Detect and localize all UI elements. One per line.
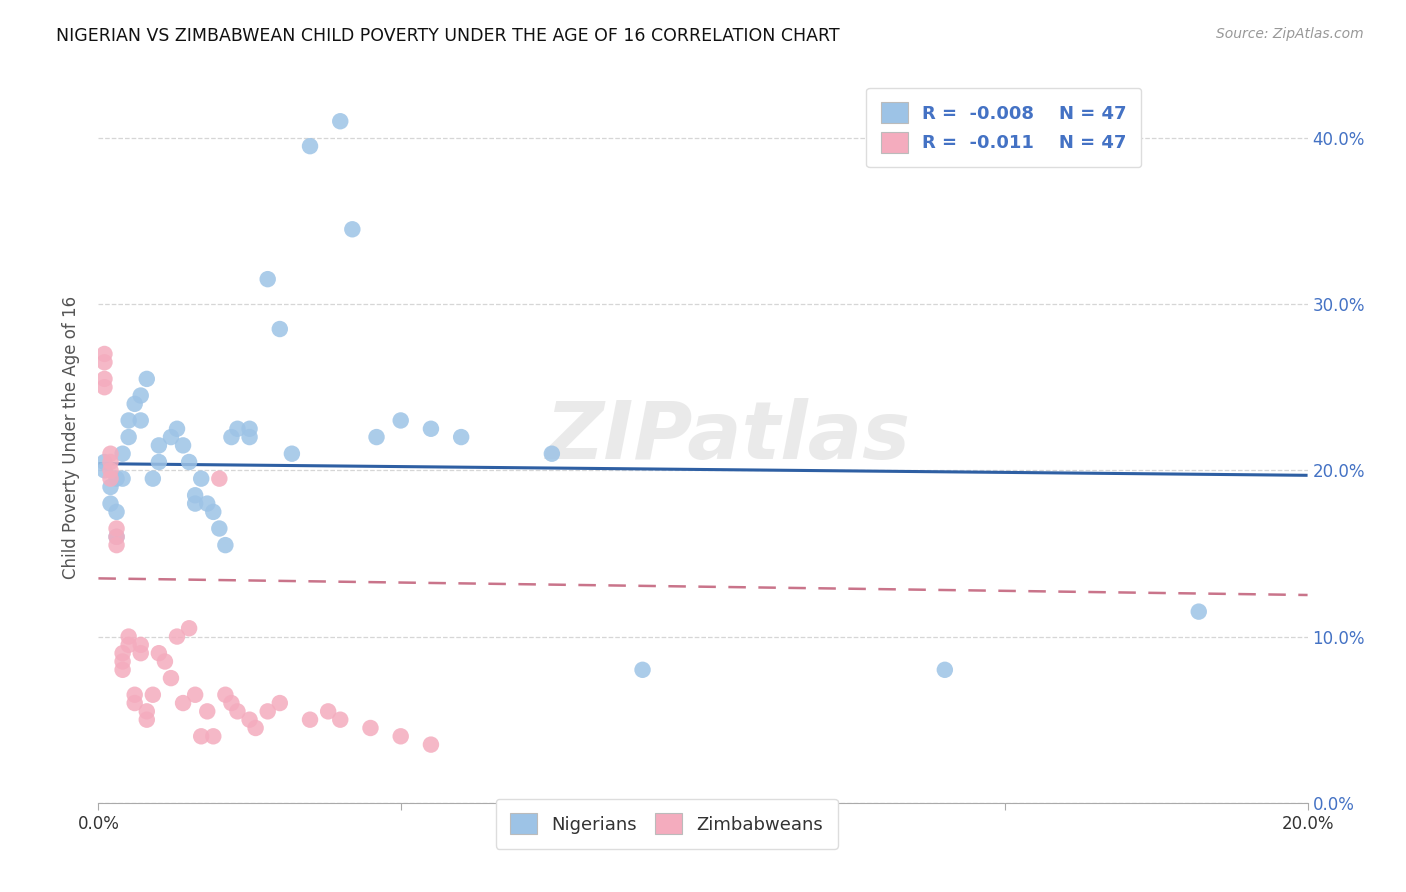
Point [93, 372, 115, 386]
Point [269, 322, 291, 336]
Point [105, 530, 128, 544]
Text: Source: ZipAtlas.com: Source: ZipAtlas.com [1216, 27, 1364, 41]
Point [239, 422, 262, 436]
Point [202, 505, 225, 519]
Point [129, 388, 152, 402]
Point [226, 422, 249, 436]
Point [129, 638, 152, 652]
Point [184, 488, 207, 502]
Point [1188, 605, 1211, 619]
Point [135, 705, 157, 719]
Point [105, 472, 128, 486]
Point [226, 705, 249, 719]
Point [93, 463, 115, 477]
Point [190, 729, 212, 743]
Point [93, 355, 115, 369]
Point [245, 721, 267, 735]
Point [214, 688, 236, 702]
Point [118, 638, 141, 652]
Point [124, 696, 146, 710]
Point [100, 480, 122, 494]
Point [299, 139, 322, 153]
Point [142, 688, 165, 702]
Point [153, 655, 176, 669]
Point [118, 413, 141, 427]
Point [179, 455, 201, 469]
Point [184, 688, 207, 702]
Point [316, 705, 339, 719]
Point [184, 497, 207, 511]
Text: ZIPatlas: ZIPatlas [544, 398, 910, 476]
Point [221, 696, 243, 710]
Point [239, 713, 262, 727]
Point [269, 696, 291, 710]
Point [166, 422, 188, 436]
Point [195, 497, 218, 511]
Point [179, 621, 201, 635]
Point [93, 347, 115, 361]
Point [100, 472, 122, 486]
Y-axis label: Child Poverty Under the Age of 16: Child Poverty Under the Age of 16 [62, 295, 80, 579]
Point [148, 646, 170, 660]
Point [93, 455, 115, 469]
Point [100, 497, 122, 511]
Legend: Nigerians, Zimbabweans: Nigerians, Zimbabweans [495, 799, 838, 848]
Point [124, 688, 146, 702]
Point [281, 447, 304, 461]
Point [111, 447, 134, 461]
Point [172, 696, 194, 710]
Point [166, 630, 188, 644]
Point [124, 397, 146, 411]
Point [105, 538, 128, 552]
Point [221, 430, 243, 444]
Point [450, 430, 472, 444]
Point [214, 538, 236, 552]
Point [540, 447, 562, 461]
Point [208, 521, 231, 535]
Point [195, 705, 218, 719]
Point [160, 430, 183, 444]
Point [93, 380, 115, 394]
Point [111, 472, 134, 486]
Point [190, 472, 212, 486]
Point [148, 455, 170, 469]
Point [100, 447, 122, 461]
Point [256, 272, 278, 286]
Point [111, 646, 134, 660]
Point [420, 422, 443, 436]
Point [208, 472, 231, 486]
Point [100, 463, 122, 477]
Point [118, 430, 141, 444]
Point [100, 455, 122, 469]
Point [160, 671, 183, 685]
Point [202, 729, 225, 743]
Point [389, 729, 412, 743]
Point [329, 713, 352, 727]
Point [111, 663, 134, 677]
Point [631, 663, 654, 677]
Point [420, 738, 443, 752]
Point [105, 530, 128, 544]
Point [105, 505, 128, 519]
Point [111, 655, 134, 669]
Point [172, 438, 194, 452]
Point [118, 630, 141, 644]
Point [299, 713, 322, 727]
Point [934, 663, 956, 677]
Point [135, 713, 157, 727]
Point [239, 430, 262, 444]
Point [366, 430, 388, 444]
Point [342, 222, 364, 236]
Point [360, 721, 382, 735]
Point [129, 646, 152, 660]
Point [256, 705, 278, 719]
Point [135, 372, 157, 386]
Point [329, 114, 352, 128]
Point [148, 438, 170, 452]
Point [129, 413, 152, 427]
Point [105, 521, 128, 535]
Point [142, 472, 165, 486]
Text: NIGERIAN VS ZIMBABWEAN CHILD POVERTY UNDER THE AGE OF 16 CORRELATION CHART: NIGERIAN VS ZIMBABWEAN CHILD POVERTY UND… [56, 27, 839, 45]
Point [389, 413, 412, 427]
